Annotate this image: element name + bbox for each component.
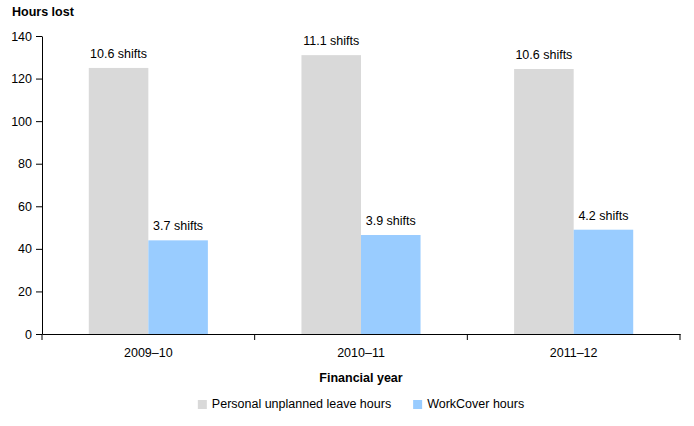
annotation: 4.2 shifts <box>578 209 628 223</box>
chart: 10.6 shifts 11.1 shifts 10.6 shifts 3.7 shi… <box>0 0 694 426</box>
x-boundary-tick <box>254 334 255 340</box>
y-tick-mark <box>36 206 42 207</box>
y-tick: 100 <box>11 115 42 129</box>
legend-item: WorkCover hours <box>413 397 524 411</box>
y-tick-mark <box>36 291 42 292</box>
bar <box>89 68 149 334</box>
bars <box>89 55 633 334</box>
annotation: 10.6 shifts <box>515 48 572 62</box>
y-tick-mark <box>36 164 42 165</box>
legend-label: Personal unplanned leave hours <box>212 397 391 411</box>
x-boundary-tick <box>680 334 681 340</box>
bar <box>148 240 208 334</box>
y-tick-label: 20 <box>18 285 32 299</box>
x-axis-title: Financial year <box>319 371 403 385</box>
x-tick-label: 2010–11 <box>337 346 385 360</box>
y-tick-label: 100 <box>11 115 32 129</box>
y-tick-label: 40 <box>18 242 32 256</box>
y-tick: 60 <box>18 200 42 214</box>
bar <box>574 230 634 334</box>
legend-swatch <box>413 400 422 409</box>
y-tick-mark <box>36 36 42 37</box>
y-tick-mark <box>36 249 42 250</box>
legend-swatch <box>198 400 207 409</box>
y-tick-label: 120 <box>11 72 32 86</box>
x-boundary-tick <box>467 334 468 340</box>
y-tick: 120 <box>11 72 42 86</box>
legend-label: WorkCover hours <box>427 397 524 411</box>
y-tick-mark <box>36 79 42 80</box>
y-axis-line <box>42 37 43 335</box>
legend-item: Personal unplanned leave hours <box>198 397 391 411</box>
annotation: 10.6 shifts <box>90 47 147 61</box>
y-tick-label: 140 <box>11 30 32 44</box>
y-tick: 140 <box>11 30 42 44</box>
plot: 10.6 shifts 11.1 shifts 10.6 shifts 3.7 shi… <box>11 30 680 360</box>
bar <box>361 235 421 334</box>
x-boundary-tick <box>42 334 43 340</box>
x-axis: 2009–10 2010–11 2011–12 <box>42 334 681 360</box>
annotations: 10.6 shifts 11.1 shifts 10.6 shifts 3.7 shi… <box>90 34 628 233</box>
bar <box>301 55 361 334</box>
y-tick-mark <box>36 121 42 122</box>
legend: Personal unplanned leave hours WorkCover … <box>198 397 524 411</box>
y-tick: 0 <box>25 328 42 342</box>
annotation: 3.7 shifts <box>153 219 203 233</box>
y-tick: 80 <box>18 157 42 171</box>
x-tick: 2011–12 <box>550 334 598 360</box>
annotation: 3.9 shifts <box>366 214 416 228</box>
y-tick-mark <box>36 334 42 335</box>
y-tick-label: 80 <box>18 157 32 171</box>
x-tick: 2010–11 <box>337 334 385 360</box>
y-axis: 0 20 40 60 80 100 120 140 <box>11 30 42 342</box>
y-tick-label: 0 <box>25 328 32 342</box>
x-tick-label: 2009–10 <box>124 346 173 360</box>
y-tick: 40 <box>18 242 42 256</box>
bar <box>514 69 574 334</box>
x-tick-label: 2011–12 <box>550 346 598 360</box>
y-axis-title: Hours lost <box>12 5 75 19</box>
annotation: 11.1 shifts <box>303 34 359 48</box>
y-tick: 20 <box>18 285 42 299</box>
x-tick: 2009–10 <box>124 334 173 360</box>
y-tick-label: 60 <box>18 200 32 214</box>
x-axis-line <box>43 334 681 335</box>
